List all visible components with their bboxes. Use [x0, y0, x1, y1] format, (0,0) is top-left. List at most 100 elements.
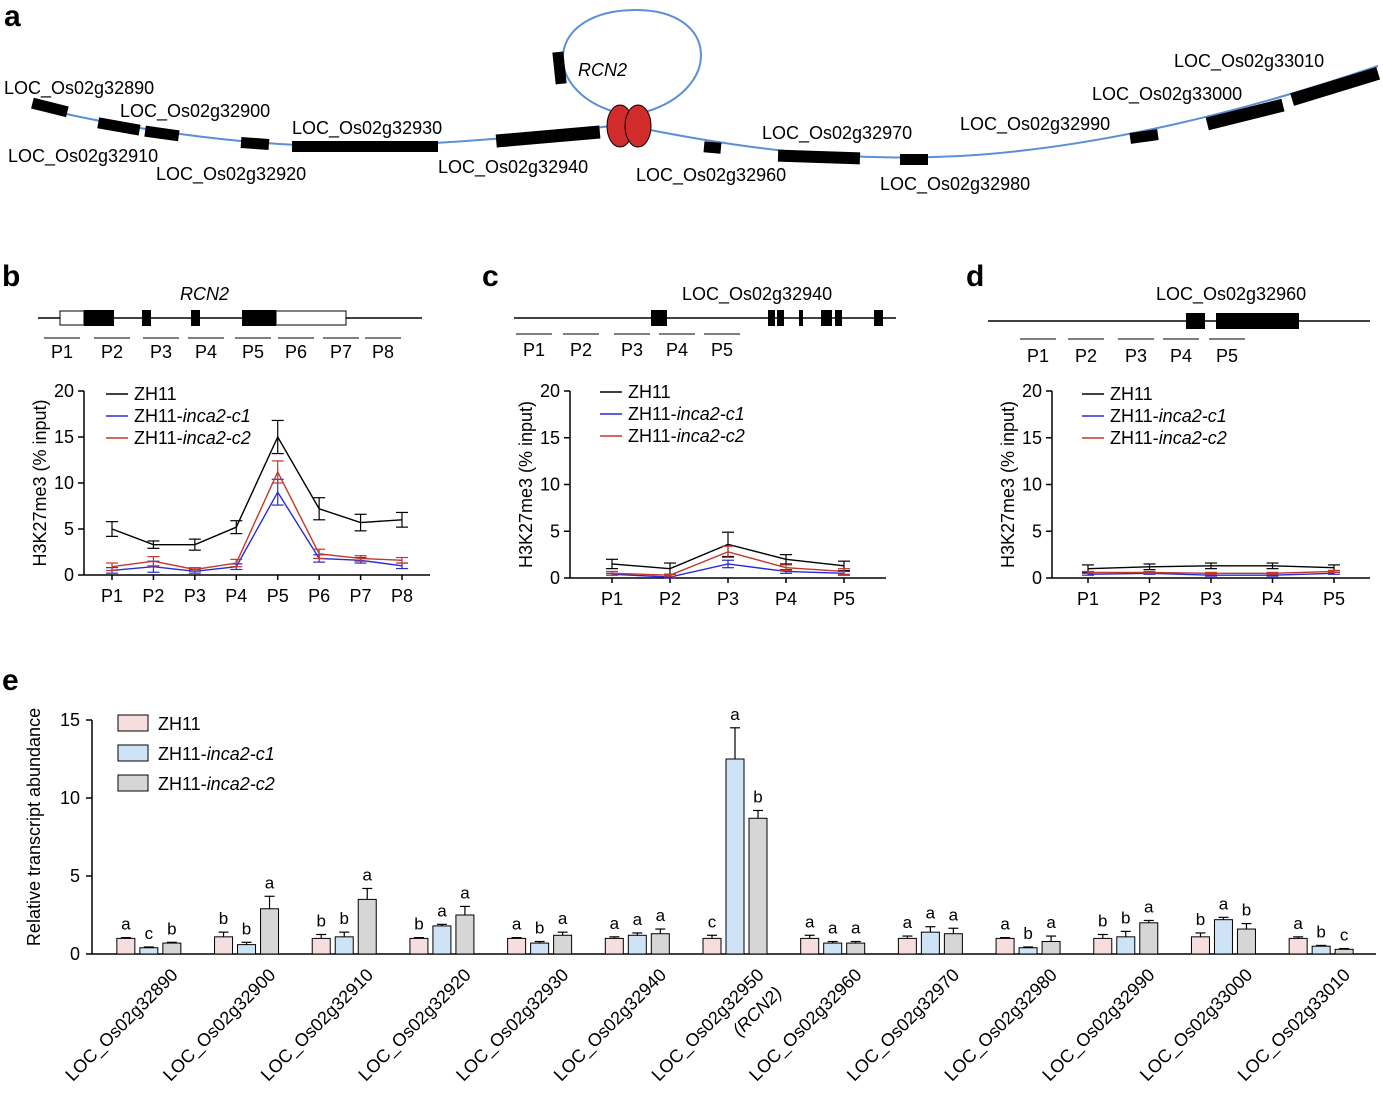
significance-letter: a	[633, 910, 643, 929]
bar-0	[409, 937, 429, 955]
region-label-p4: P4	[195, 342, 217, 362]
line-chart-b: 0 5 10 15 20 P1 P2 P3 P4 P5 P6 P7 P8 H3K27me3 (% inpu…	[30, 381, 430, 606]
significance-letter: a	[558, 909, 568, 928]
significance-letter: a	[903, 913, 913, 932]
panel-d: d LOC_Os02g32960 P1 P2 P3 P4 P5 0 5 10 15 20 P1 P2…	[966, 260, 1370, 609]
region-label-p6: P6	[285, 342, 307, 362]
significance-letter: b	[1023, 924, 1032, 943]
significance-letter: a	[121, 915, 131, 934]
chromatin-loop	[562, 8, 702, 113]
bar-0	[897, 937, 917, 955]
legend-label-2: ZH11-inca2-c2	[134, 428, 251, 448]
bar-2	[846, 942, 866, 955]
panel-letter-e: e	[2, 664, 19, 697]
y-tick-label: 5	[70, 866, 80, 886]
legend-label-0: ZH11	[1110, 384, 1153, 404]
gene-box-32940	[495, 125, 601, 148]
legend-swatch-2	[117, 774, 149, 792]
bar-1	[1213, 919, 1233, 955]
gene-box-rcn2	[552, 51, 567, 85]
significance-letter: b	[1121, 908, 1130, 927]
region-label-p5: P5	[242, 342, 264, 362]
x-tick-label-p5: P5	[1323, 589, 1345, 609]
bar-1	[237, 944, 257, 955]
region-label-p3: P3	[621, 340, 643, 360]
bar-2	[553, 934, 573, 955]
significance-letter: a	[1293, 914, 1303, 933]
significance-letter: a	[805, 912, 815, 931]
bar-2	[1139, 922, 1159, 955]
gene-label-32930: LOC_Os02g32930	[292, 118, 442, 139]
region-label-p2: P2	[101, 342, 123, 362]
legend-label-1: ZH11-inca2-c1	[134, 406, 251, 426]
bar-1	[432, 925, 452, 955]
y-tick-label: 20	[54, 381, 74, 401]
gene-box-32920	[240, 137, 270, 150]
bar-2	[650, 933, 670, 955]
bar-2	[1236, 928, 1256, 955]
legend-label-1: ZH11-inca2-c1	[1110, 406, 1227, 426]
bar-0	[1093, 937, 1113, 955]
region-label-p2: P2	[570, 340, 592, 360]
y-tick-label: 0	[550, 568, 560, 588]
y-tick-label: 15	[1022, 428, 1042, 448]
region-label-p7: P7	[330, 342, 352, 362]
region-label-p3: P3	[1125, 346, 1147, 366]
bar-1	[627, 934, 647, 955]
amplicon-regions-b: P1 P2 P3 P4 P5 P6 P7 P8	[44, 337, 401, 362]
significance-letter: a	[610, 914, 620, 933]
bar-2	[357, 898, 377, 955]
significance-letter: a	[1000, 915, 1010, 934]
significance-letter: b	[1242, 901, 1251, 920]
bar-0	[800, 937, 820, 955]
y-tick-label: 20	[540, 381, 560, 401]
gene-box-32960	[703, 141, 722, 154]
gene-box-32930	[292, 141, 438, 152]
region-label-p1: P1	[51, 342, 73, 362]
y-tick-label: 5	[550, 521, 560, 541]
bar-2	[162, 942, 182, 955]
significance-letter: b	[219, 909, 228, 928]
region-label-p1: P1	[1027, 346, 1049, 366]
significance-letter: a	[730, 705, 740, 724]
region-label-p1: P1	[523, 340, 545, 360]
y-axis-title: H3K27me3 (% input)	[516, 401, 536, 568]
chromatin-fiber-right	[639, 65, 1379, 159]
y-tick-label: 0	[64, 565, 74, 585]
panel-a-chromatin-loop: a RCN2 LOC_Os02g32890 LOC_Os02g32900 LOC…	[4, 0, 1381, 195]
region-label-p5: P5	[711, 340, 733, 360]
significance-letter: b	[167, 919, 176, 938]
gene-box-32990	[1129, 129, 1159, 144]
x-tick-label-p3: P3	[717, 589, 739, 609]
bar-2	[943, 933, 963, 955]
legend-swatch-1	[117, 744, 149, 762]
significance-letter: b	[242, 919, 251, 938]
gene-box-32980	[900, 154, 928, 165]
gene-label-32990: LOC_Os02g32990	[960, 114, 1110, 135]
bar-1	[334, 936, 354, 955]
gene-label-32970: LOC_Os02g32970	[762, 123, 912, 144]
region-label-p4: P4	[666, 340, 688, 360]
panel-letter-a: a	[4, 0, 21, 33]
gene-box-33010	[1290, 67, 1381, 106]
bar-1	[1311, 945, 1331, 955]
y-tick-label: 15	[54, 427, 74, 447]
significance-letter: c	[145, 924, 154, 943]
gene-label-rcn2: RCN2	[578, 60, 627, 80]
significance-letter: a	[828, 919, 838, 938]
bar-1	[530, 942, 550, 955]
panel-letter-c: c	[482, 260, 499, 293]
bar-0	[995, 937, 1015, 955]
legend-label-0: ZH11	[134, 384, 177, 404]
y-tick-label: 20	[1022, 381, 1042, 401]
legend-label-2: ZH11-inca2-c2	[628, 426, 745, 446]
x-tick-label-p3: P3	[1200, 589, 1222, 609]
significance-letter: b	[1098, 912, 1107, 931]
region-label-p5: P5	[1216, 346, 1238, 366]
y-tick-label: 10	[1022, 475, 1042, 495]
amplicon-regions-c: P1 P2 P3 P4 P5	[516, 333, 740, 360]
gene-model-d	[988, 313, 1370, 329]
region-label-p4: P4	[1170, 346, 1192, 366]
